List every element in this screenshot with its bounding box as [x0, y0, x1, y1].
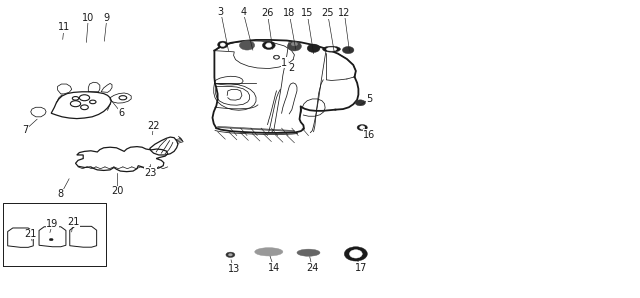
Text: 22: 22 [147, 121, 160, 131]
Text: 19: 19 [46, 219, 59, 229]
Text: 24: 24 [306, 263, 319, 273]
Text: 16: 16 [363, 130, 376, 140]
Text: 3: 3 [218, 7, 224, 17]
Ellipse shape [220, 43, 225, 46]
Ellipse shape [275, 56, 278, 58]
Ellipse shape [287, 41, 301, 51]
Ellipse shape [355, 100, 365, 106]
Ellipse shape [360, 126, 365, 129]
Text: 10: 10 [82, 13, 95, 23]
Text: 21: 21 [24, 229, 37, 239]
Text: 4: 4 [240, 7, 246, 17]
Ellipse shape [262, 41, 275, 49]
Ellipse shape [307, 44, 320, 52]
Ellipse shape [282, 59, 288, 63]
Text: 6: 6 [118, 108, 125, 118]
Text: 2: 2 [289, 63, 295, 73]
Text: 14: 14 [268, 263, 280, 273]
Text: 25: 25 [321, 8, 334, 18]
Ellipse shape [228, 254, 232, 256]
Text: 21: 21 [67, 217, 79, 227]
Ellipse shape [266, 43, 272, 47]
Ellipse shape [349, 250, 362, 258]
Text: 5: 5 [366, 94, 372, 104]
Ellipse shape [357, 125, 367, 131]
Text: 23: 23 [144, 168, 157, 178]
Ellipse shape [218, 41, 228, 48]
Text: 12: 12 [338, 7, 351, 18]
Ellipse shape [226, 252, 235, 257]
Ellipse shape [239, 41, 255, 50]
Ellipse shape [342, 46, 354, 54]
Ellipse shape [297, 249, 320, 256]
Text: 17: 17 [355, 263, 368, 273]
Ellipse shape [283, 60, 287, 62]
Text: 8: 8 [58, 189, 64, 199]
Text: 13: 13 [227, 264, 240, 274]
Text: 18: 18 [283, 8, 296, 18]
Text: 26: 26 [261, 8, 274, 18]
Ellipse shape [255, 248, 283, 256]
Text: 15: 15 [301, 8, 314, 18]
Ellipse shape [267, 43, 271, 44]
Ellipse shape [344, 247, 367, 261]
Text: 11: 11 [58, 22, 70, 32]
Text: 1: 1 [281, 58, 287, 68]
Ellipse shape [291, 42, 298, 46]
Text: 9: 9 [104, 13, 110, 23]
Text: 7: 7 [22, 125, 29, 135]
Ellipse shape [49, 238, 53, 241]
Ellipse shape [273, 55, 280, 59]
Ellipse shape [323, 46, 340, 52]
Ellipse shape [326, 47, 337, 51]
Text: 20: 20 [111, 186, 124, 196]
